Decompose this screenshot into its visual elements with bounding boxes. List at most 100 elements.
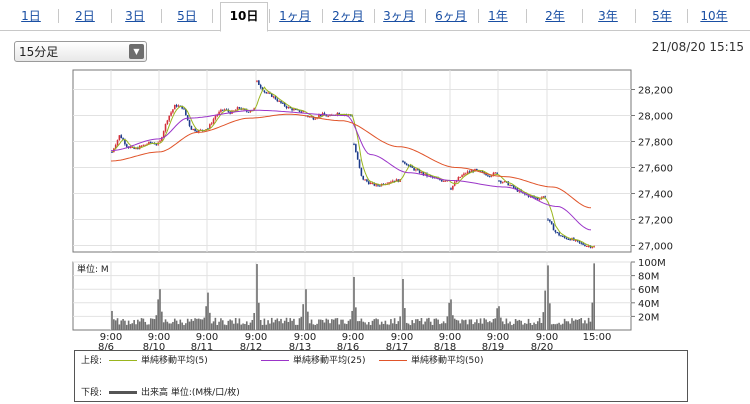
candle-body [593, 246, 595, 248]
tab-11[interactable]: 3年 [598, 9, 618, 23]
volume-bar [391, 323, 394, 330]
candle-body [573, 238, 575, 241]
chevron-down-icon[interactable]: ▼ [129, 44, 144, 59]
period-tab-bar: 1日 2日 3日 5日 10日 1ヶ月 2ヶ月 3ヶ月 6ヶ月 1年 2年 3年 5年 10年 [0, 0, 750, 32]
volume-bar [207, 292, 209, 330]
volume-bar [439, 324, 441, 330]
candle-body [258, 80, 260, 85]
candle-body [529, 195, 532, 197]
candle-body [477, 170, 480, 172]
candle-body [302, 111, 304, 113]
candle-body [524, 193, 526, 195]
volume-bar [283, 320, 286, 330]
tab-3[interactable]: 5日 [177, 9, 197, 23]
candle-body [188, 120, 191, 126]
volume-bar [338, 324, 341, 330]
volume-bar [386, 324, 389, 330]
candle-body [138, 145, 141, 150]
candle-body [205, 129, 207, 131]
candle-body [496, 172, 498, 174]
candle-body [296, 109, 299, 111]
candle-body [426, 173, 428, 177]
candle-body [201, 129, 204, 131]
candle-body [342, 114, 344, 116]
volume-bar [390, 319, 392, 330]
volume-bar [259, 319, 262, 330]
candle-body [411, 165, 414, 168]
candle-body [585, 245, 588, 247]
volume-bar [585, 323, 588, 330]
volume-bar [501, 321, 504, 330]
tab-5[interactable]: 1ヶ月 [279, 9, 311, 23]
tab-0[interactable]: 1日 [21, 9, 41, 23]
volume-bar [593, 263, 595, 330]
tab-12[interactable]: 5年 [652, 9, 672, 23]
candle-body [391, 180, 394, 182]
volume-bar [461, 319, 463, 330]
tab-8[interactable]: 6ヶ月 [435, 9, 467, 23]
candle-body [494, 172, 497, 174]
tab-10[interactable]: 2年 [545, 9, 565, 23]
volume-bar [446, 316, 449, 330]
volume-bar [380, 321, 383, 330]
candle-body [149, 142, 152, 144]
volume-bar [580, 317, 583, 330]
candle-body [285, 106, 288, 108]
candle-body [380, 183, 383, 186]
candle-body [518, 190, 521, 192]
volume-bar [199, 319, 202, 330]
volume-bar [377, 319, 379, 330]
candle-body [321, 113, 324, 116]
tab-2[interactable]: 3日 [125, 9, 145, 23]
volume-bar [516, 320, 519, 330]
volume-bar [464, 319, 467, 330]
volume-bar [144, 321, 147, 330]
candle-body [144, 144, 147, 146]
candle-body [520, 190, 522, 193]
volume-bar [118, 324, 121, 330]
volume-bar [571, 318, 573, 330]
volume-bar [492, 319, 495, 330]
volume-bar [258, 302, 260, 330]
tab-separator [581, 9, 583, 23]
candle-body [223, 109, 226, 111]
volume-bar [525, 323, 528, 330]
volume-bar [155, 315, 158, 330]
volume-bar [416, 319, 419, 330]
candle-body [439, 178, 441, 181]
volume-bar [125, 324, 128, 330]
x-date-label: 8/11 [191, 342, 213, 350]
candle-body [533, 196, 535, 198]
tab-13[interactable]: 10年 [700, 9, 728, 23]
x-time-label: 9:00 [487, 332, 509, 343]
volume-bar [251, 319, 254, 330]
tab-6[interactable]: 2ヶ月 [332, 9, 364, 23]
volume-bar [194, 318, 196, 330]
volume-bar [442, 321, 445, 330]
volume-bar [316, 323, 318, 330]
tab-separator [321, 9, 323, 23]
interval-select[interactable]: 15分足 ▼ [14, 41, 147, 62]
volume-bar [384, 320, 387, 330]
tab-1[interactable]: 2日 [75, 9, 95, 23]
volume-bar [512, 323, 515, 330]
volume-bar [431, 324, 434, 330]
candle-body [470, 170, 473, 172]
candle-body [124, 139, 126, 145]
price-tick-label: 27,000 [638, 242, 673, 253]
tab-9[interactable]: 1年 [488, 9, 508, 23]
volume-bar [310, 319, 313, 330]
volume-bar [395, 323, 398, 330]
candle-body [267, 92, 269, 94]
tab-separator [425, 9, 426, 23]
candle-body [544, 196, 546, 198]
candle-body [233, 110, 235, 112]
volume-bar [518, 319, 521, 330]
candle-body [345, 114, 348, 116]
volume-bar [463, 320, 465, 330]
tab-4[interactable]: 10日 [220, 2, 268, 32]
volume-bar [409, 325, 412, 330]
candle-body [587, 245, 590, 247]
tab-7[interactable]: 3ヶ月 [383, 9, 415, 23]
x-date-label: 8/6 [98, 342, 114, 350]
